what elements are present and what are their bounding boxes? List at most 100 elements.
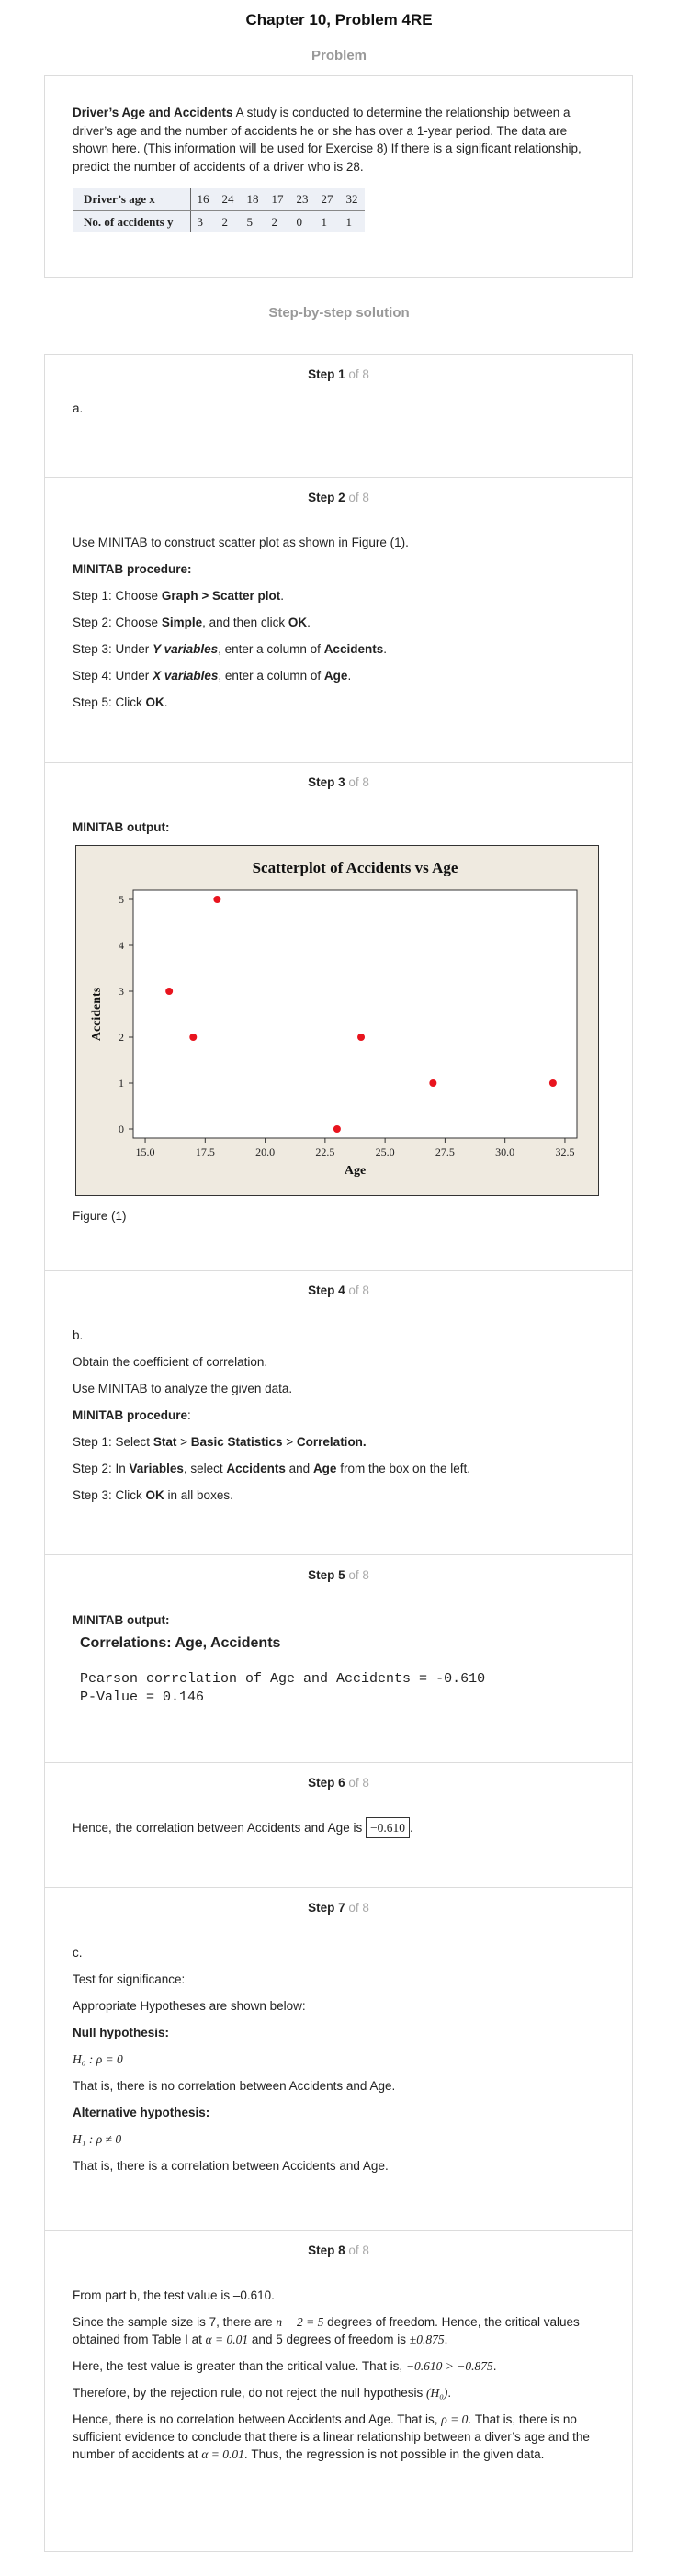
step-text: Hence, the correlation between Accidents… [73, 1817, 605, 1838]
y-tick-label: 5 [119, 893, 124, 906]
output-label: MINITAB output: [73, 1613, 170, 1627]
table-cell: 24 [215, 188, 241, 211]
scatterplot-figure: Scatterplot of Accidents vs Age 15.0 17.5 2… [75, 845, 599, 1196]
step-header: Step 1 of 8 [308, 367, 369, 381]
step-text: That is, there is no correlation between… [73, 2079, 396, 2093]
procedure-step: Step 4: Under X variables, enter a colum… [73, 669, 352, 683]
solution-heading: Step-by-step solution [268, 305, 410, 321]
table-cell: 27 [314, 188, 340, 211]
step-header: Step 2 of 8 [308, 491, 369, 504]
data-point [548, 1079, 557, 1087]
table-cell: 18 [240, 188, 266, 211]
part-label: c. [73, 1946, 83, 1960]
table-cell: 17 [265, 188, 290, 211]
step-header: Step 4 of 8 [308, 1283, 369, 1297]
step-header: Step 7 of 8 [308, 1901, 369, 1915]
x-tick-label: 15.0 [136, 1146, 155, 1158]
part-label: a. [73, 401, 84, 415]
step-body: a. [45, 381, 632, 417]
x-tick-label: 20.0 [255, 1146, 275, 1158]
plot-area [132, 889, 578, 1139]
table-cell: 1 [321, 214, 328, 229]
step-header: Step 6 of 8 [308, 1776, 369, 1790]
boxed-answer: −0.610 [365, 1817, 410, 1838]
x-tick-label: 30.0 [495, 1146, 514, 1158]
problem-text: Driver’s Age and Accidents A study is co… [73, 104, 605, 175]
x-tick-label: 27.5 [435, 1146, 455, 1158]
table-cell: 0 [296, 214, 303, 229]
data-point [213, 896, 221, 903]
data-point [357, 1034, 366, 1041]
alt-hypothesis-label: Alternative hypothesis: [73, 2106, 210, 2119]
step-body: b. Obtain the coefficient of correlation… [45, 1297, 632, 1504]
data-point [165, 988, 174, 995]
scatterplot-chart: Scatterplot of Accidents vs Age 15.0 17.5 2… [90, 859, 578, 1178]
y-tick-label: 1 [119, 1077, 124, 1090]
step-5-card: Step 5 of 8 MINITAB output: Correlations… [44, 1554, 633, 1763]
step-text: Test for significance: [73, 1972, 186, 1986]
x-tick-label: 25.0 [376, 1146, 395, 1158]
x-tick-label: 22.5 [315, 1146, 334, 1158]
procedure-step: Step 3: Under Y variables, enter a colum… [73, 642, 387, 656]
table-cell: 5 [246, 214, 254, 229]
problem-heading: Problem [311, 48, 367, 63]
step-header: Step 3 of 8 [308, 775, 369, 789]
step-2-card: Step 2 of 8 Use MINITAB to construct sca… [44, 477, 633, 763]
procedure-label: MINITAB procedure: [73, 562, 192, 576]
step-6-card: Step 6 of 8 Hence, the correlation betwe… [44, 1762, 633, 1888]
x-tick-label: 32.5 [555, 1146, 574, 1158]
procedure-step: Step 1: Choose Graph > Scatter plot. [73, 589, 284, 603]
chart-title: Scatterplot of Accidents vs Age [253, 859, 458, 876]
y-tick-label: 4 [119, 939, 124, 952]
step-body: MINITAB output: Correlations: Age, Accid… [45, 1582, 632, 1707]
output-line: P-Value = 0.146 [80, 1689, 205, 1705]
table-cell: 3 [197, 214, 204, 229]
step-body: From part b, the test value is –0.610. S… [45, 2257, 632, 2463]
figure-caption: Figure (1) [73, 1209, 127, 1223]
step-4-card: Step 4 of 8 b. Obtain the coefficient of… [44, 1270, 633, 1555]
procedure-step: Step 3: Click OK in all boxes. [73, 1488, 233, 1502]
problem-card: Driver’s Age and Accidents A study is co… [44, 75, 633, 278]
row-label-age: Driver’s age x [73, 188, 191, 211]
output-line: Pearson correlation of Age and Accidents… [80, 1671, 486, 1687]
step-text: Therefore, by the rejection rule, do not… [73, 2386, 452, 2400]
step-text: Since the sample size is 7, there are n … [73, 2315, 580, 2346]
y-axis-label: Accidents [90, 987, 104, 1041]
step-body: c. Test for significance: Appropriate Hy… [45, 1915, 632, 2175]
table-row: Driver’s age x 16 24 18 17 23 27 32 [73, 188, 365, 211]
problem-lead: Driver’s Age and Accidents [73, 106, 233, 119]
procedure-step: Step 1: Select Stat > Basic Statistics >… [73, 1435, 367, 1449]
x-tick-label: 17.5 [196, 1146, 215, 1158]
step-3-card: Step 3 of 8 MINITAB output: Scatterplot … [44, 762, 633, 1271]
correlations-title: Correlations: Age, Accidents [80, 1635, 281, 1651]
data-table: Driver’s age x 16 24 18 17 23 27 32 No. … [73, 188, 365, 232]
step-text: Hence, there is no correlation between A… [73, 2412, 590, 2461]
table-row: No. of accidents y 3 2 5 2 0 1 1 [73, 210, 365, 232]
procedure-step: Step 2: Choose Simple, and then click OK… [73, 616, 311, 629]
procedure-step: Step 5: Click OK. [73, 695, 168, 709]
step-text: Use MINITAB to analyze the given data. [73, 1382, 293, 1395]
problem-body: A study is conducted to determine the re… [73, 106, 582, 174]
step-8-card: Step 8 of 8 From part b, the test value … [44, 2230, 633, 2552]
step-text: Here, the test value is greater than the… [73, 2359, 497, 2373]
step-body: Hence, the correlation between Accidents… [45, 1790, 632, 1838]
step-text: Obtain the coefficient of correlation. [73, 1355, 268, 1369]
step-header: Step 8 of 8 [308, 2243, 369, 2257]
y-tick-label: 2 [119, 1031, 124, 1044]
step-7-card: Step 7 of 8 c. Test for significance: Ap… [44, 1887, 633, 2231]
step-text: That is, there is a correlation between … [73, 2159, 389, 2173]
y-tick-label: 0 [119, 1123, 124, 1135]
table-cell: 16 [190, 188, 216, 211]
step-text: Use MINITAB to construct scatter plot as… [73, 536, 409, 549]
data-point [333, 1125, 341, 1133]
data-point [189, 1034, 198, 1041]
row-label-accidents: No. of accidents y [73, 210, 191, 232]
step-1-card: Step 1 of 8 a. [44, 354, 633, 478]
table-cell: 32 [339, 188, 365, 211]
step-body: MINITAB output: Scatterplot of Accidents… [45, 789, 632, 1225]
part-label: b. [73, 1328, 84, 1342]
data-point [429, 1079, 437, 1087]
table-cell: 1 [345, 214, 353, 229]
null-hypothesis-label: Null hypothesis: [73, 2026, 170, 2039]
y-tick-label: 3 [119, 985, 124, 998]
